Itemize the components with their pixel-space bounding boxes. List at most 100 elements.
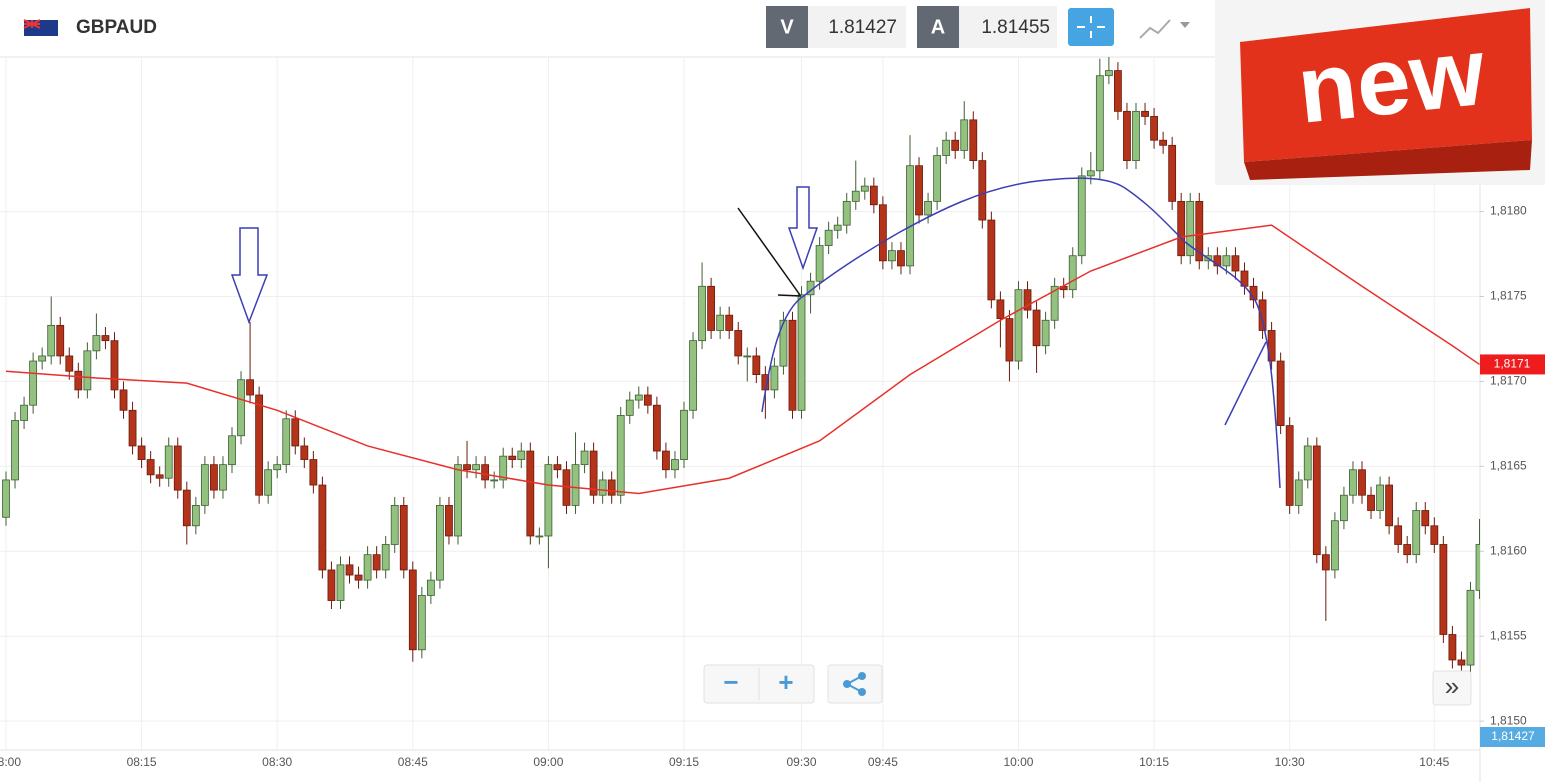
ask-label-box[interactable] <box>917 6 959 48</box>
x-tick-label: 10:30 <box>1275 755 1305 769</box>
candle-body <box>1376 484 1384 511</box>
candle-body <box>734 330 743 357</box>
scroll-icon[interactable]: » <box>1445 671 1459 701</box>
candle-body <box>851 190 860 202</box>
crosshair-icon <box>1077 16 1105 38</box>
chart-type-dropdown[interactable] <box>1180 22 1190 28</box>
down-arrow <box>787 186 819 271</box>
candle-body <box>1321 554 1330 571</box>
candle-body <box>707 285 716 331</box>
down-arrow <box>230 227 269 325</box>
x-tick-label: 09:00 <box>533 755 563 769</box>
trend-stroke <box>1224 341 1267 426</box>
candle-body <box>1168 144 1177 202</box>
candle-body <box>499 455 508 481</box>
candle-body <box>1330 520 1339 571</box>
candle-body <box>20 404 28 421</box>
candle-body <box>228 435 236 466</box>
candle-body <box>318 484 327 571</box>
x-tick-label: 09:45 <box>868 755 898 769</box>
candle-body <box>481 464 490 481</box>
candle-body <box>580 450 589 466</box>
flag-union <box>23 19 41 29</box>
share-icon <box>843 672 866 696</box>
last-price: 1,81427 <box>1491 729 1535 743</box>
candle-body <box>1141 110 1149 117</box>
x-tick-label: 10:45 <box>1419 755 1449 769</box>
candle-body <box>589 450 598 496</box>
badge-ribbon <box>1240 8 1532 162</box>
candle-body <box>219 464 227 491</box>
ask-box[interactable] <box>959 6 1057 48</box>
candle-body <box>1150 116 1158 141</box>
bid-label-box[interactable] <box>766 6 808 48</box>
candle-body <box>29 360 38 406</box>
candle-body <box>1014 289 1023 362</box>
candle-body <box>869 185 878 206</box>
candle-body <box>200 464 209 506</box>
chart-type-icon[interactable] <box>1139 19 1171 39</box>
bid[interactable]: 1.81427 <box>828 17 897 38</box>
candle-body <box>824 229 833 246</box>
candle-body <box>110 340 119 391</box>
zoom-in[interactable]: + <box>778 667 793 697</box>
candle-body <box>1123 110 1131 162</box>
x-tick-label: 09:15 <box>669 755 699 769</box>
candle-body <box>191 505 200 527</box>
candle-body <box>92 335 101 352</box>
candle-body <box>517 450 526 460</box>
crosshair-button[interactable] <box>1068 8 1114 46</box>
candle-body <box>1430 525 1439 545</box>
plot <box>2 57 1480 698</box>
candle-body <box>381 544 390 571</box>
ask-label[interactable]: A <box>931 16 945 38</box>
candle-body <box>417 595 426 651</box>
scroll-button[interactable] <box>1432 670 1472 706</box>
candle-body <box>1222 255 1231 267</box>
candle-body <box>1349 469 1357 496</box>
y-tick-label: 1,8165 <box>1490 459 1527 473</box>
candle-body <box>1159 139 1168 146</box>
candle-body <box>689 340 697 411</box>
badge-text: new <box>1293 18 1490 144</box>
candle-body <box>390 505 399 545</box>
candle-body <box>906 165 914 267</box>
candle-body <box>535 535 544 538</box>
candle-body <box>598 479 607 496</box>
trend-curve <box>761 177 1281 489</box>
candle-body <box>1032 309 1041 347</box>
candle-body <box>83 350 92 391</box>
share-button[interactable] <box>827 664 883 704</box>
bid-label[interactable]: V <box>780 16 794 38</box>
candle-body <box>924 200 932 216</box>
candle-body <box>842 200 851 226</box>
x-tick-label: 08:45 <box>398 755 428 769</box>
candle-body <box>1050 285 1059 321</box>
candle-body <box>164 445 173 479</box>
candle-body <box>1285 425 1294 506</box>
candle-body <box>1023 289 1032 311</box>
candle-body <box>788 319 797 411</box>
candle-body <box>246 379 254 396</box>
candle-body <box>1475 544 1480 591</box>
candle-body <box>797 294 806 411</box>
candle-body <box>65 355 74 372</box>
x-tick-label: 10:15 <box>1139 755 1169 769</box>
candle-body <box>1412 510 1421 556</box>
candle-body <box>436 505 444 581</box>
candle-body <box>833 224 842 231</box>
candle-body <box>490 479 499 482</box>
bid-box[interactable] <box>808 6 906 48</box>
candle-body <box>652 404 661 452</box>
candle-body <box>1276 360 1285 426</box>
candle-body <box>643 394 652 406</box>
candle-body <box>309 459 318 486</box>
candle-body <box>463 464 471 471</box>
candle-body <box>915 165 923 216</box>
axes: 1,8150 1,8155 1,8160 1,8165 1,8170 1,8175 1,81… <box>0 204 1545 769</box>
zoom-out[interactable]: − <box>723 667 738 697</box>
candle-body <box>1041 319 1050 347</box>
ask[interactable]: 1.81455 <box>981 17 1050 38</box>
candle-body <box>399 505 408 571</box>
candle-body <box>942 139 951 156</box>
